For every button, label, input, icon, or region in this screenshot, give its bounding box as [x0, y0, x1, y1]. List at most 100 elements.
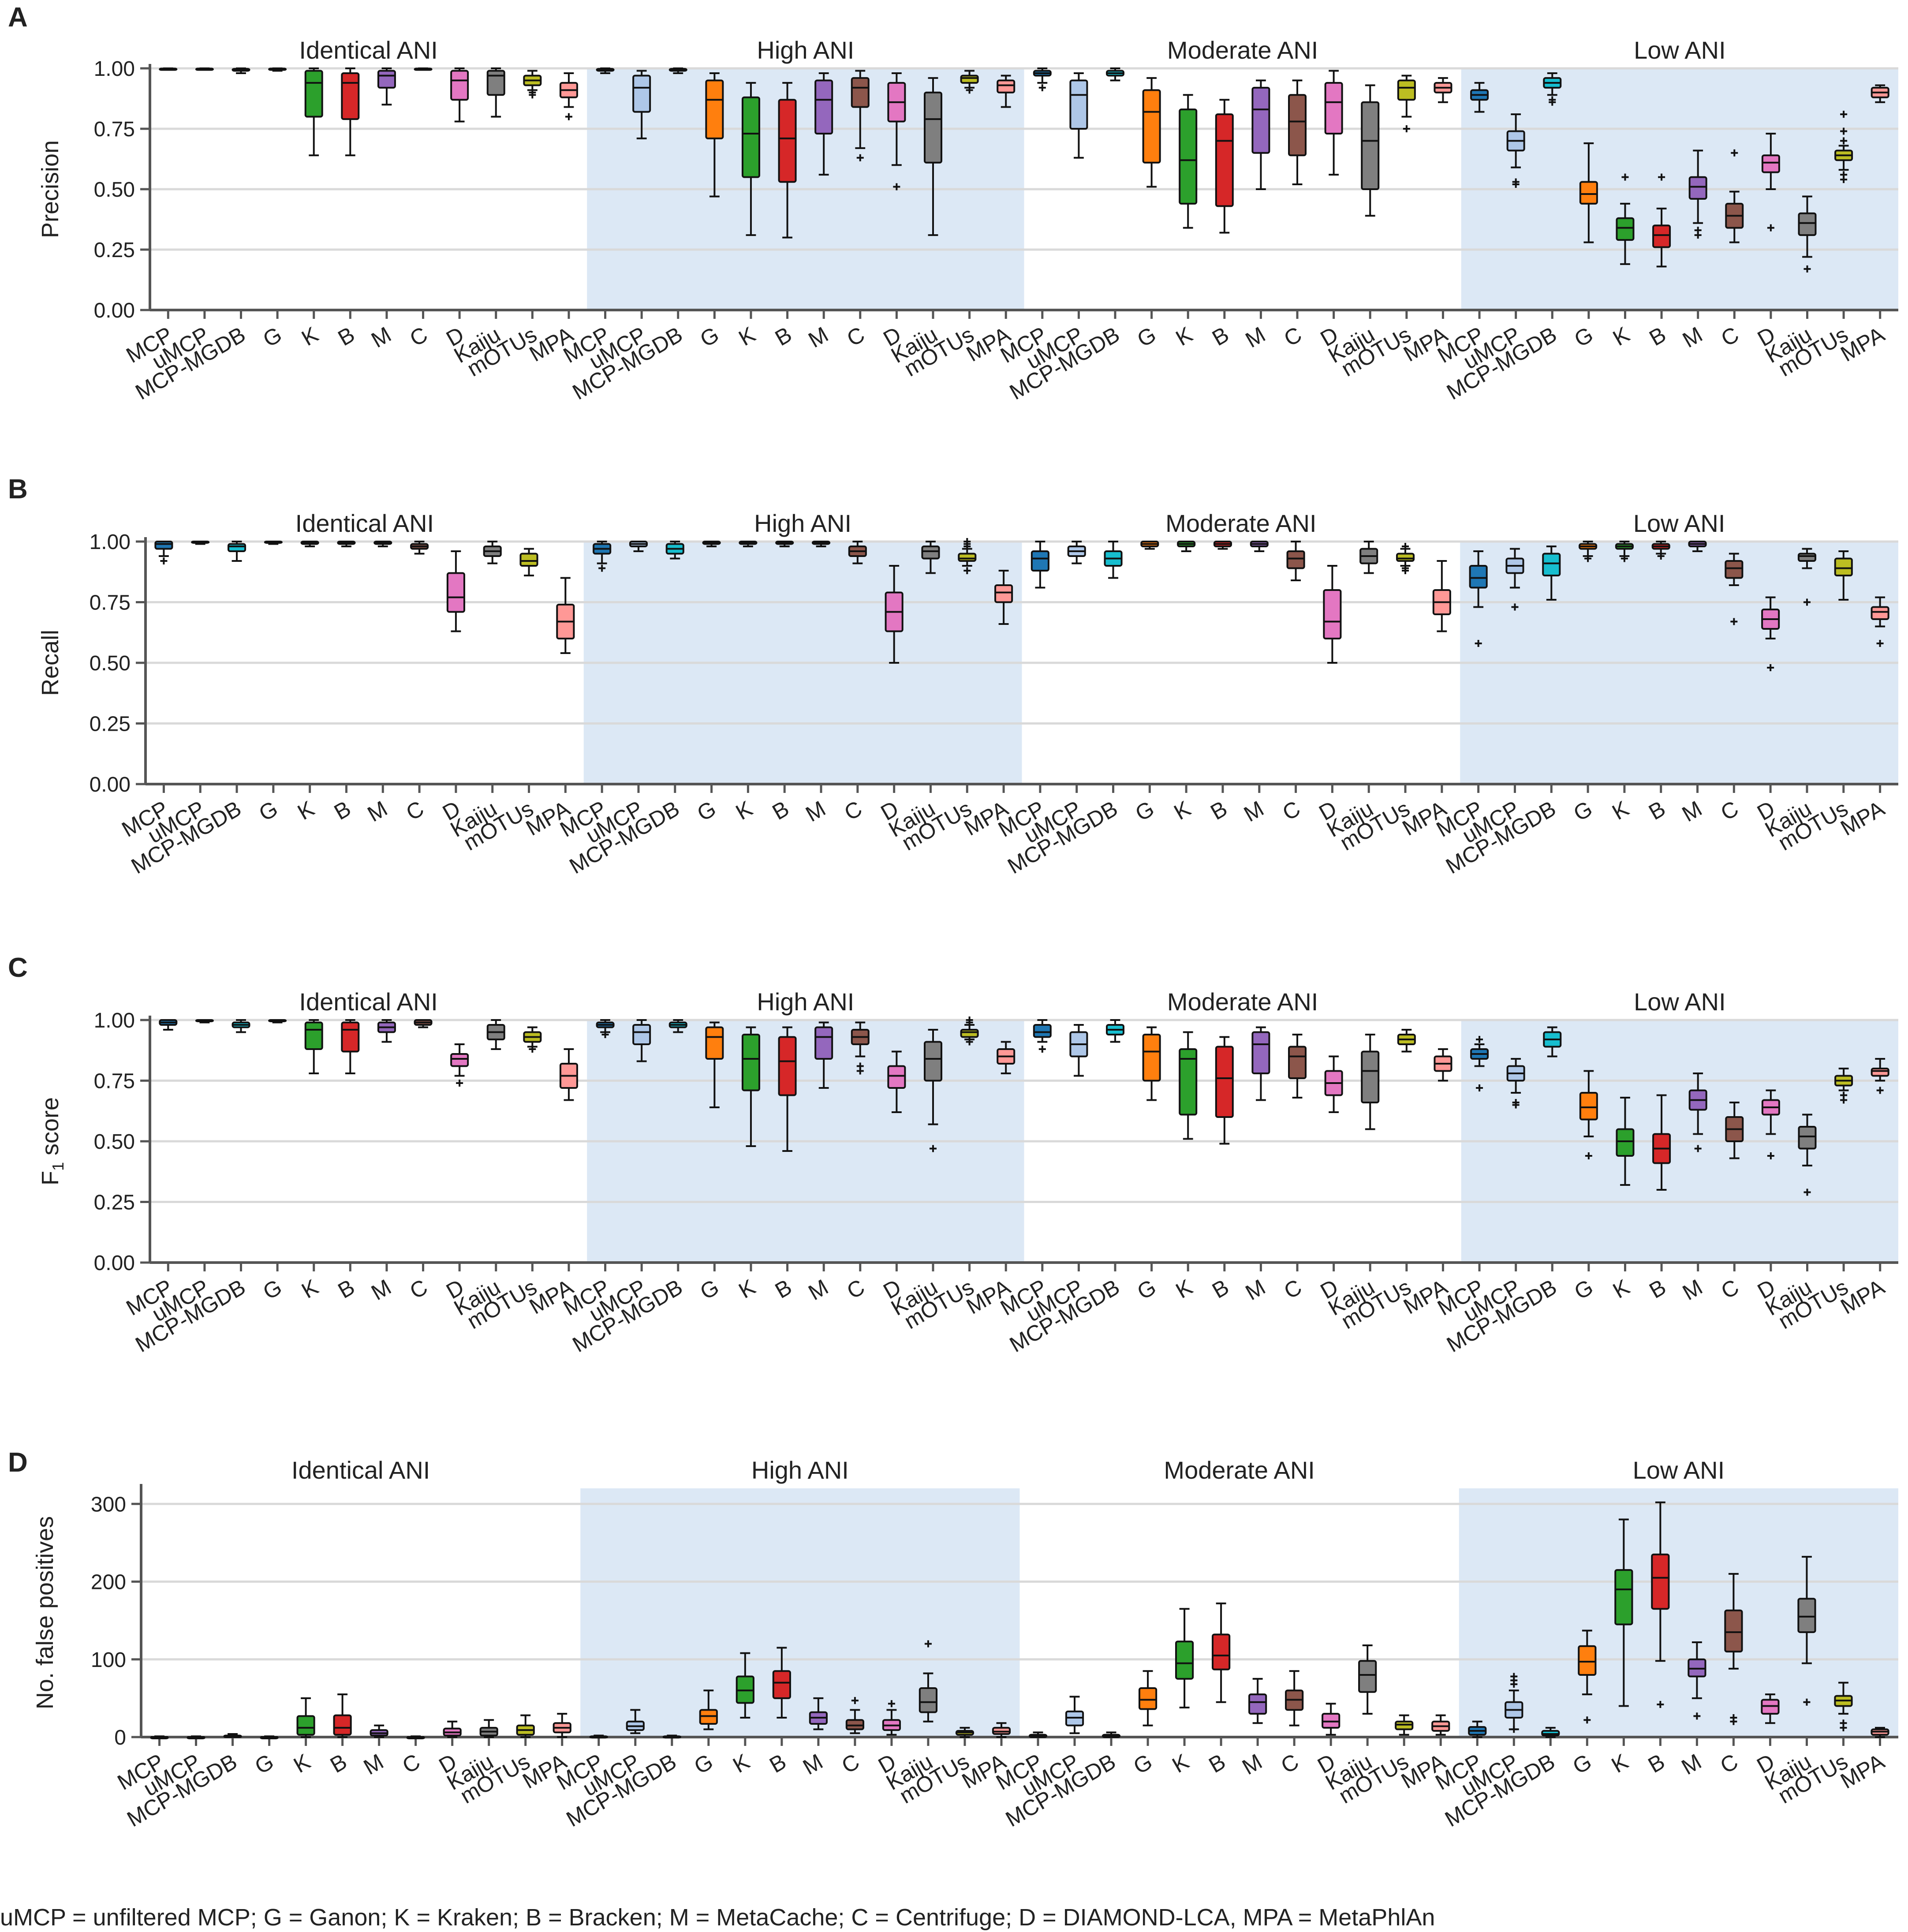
group-shade — [580, 1488, 1020, 1737]
x-tick-label: MPA — [1837, 322, 1889, 366]
box-MCP — [1033, 1024, 1052, 1038]
box-D — [887, 1065, 906, 1089]
outlier-marker — [1583, 1716, 1591, 1724]
box-Kaiju — [919, 1687, 938, 1713]
outlier-marker — [1876, 1087, 1884, 1094]
x-tick-label: C — [840, 796, 866, 826]
outlier-marker — [1038, 84, 1046, 91]
x-tick-label: B — [765, 1749, 790, 1778]
group-title: Identical ANI — [291, 1456, 430, 1484]
box-B — [1212, 1633, 1231, 1670]
x-tick-label: G — [1131, 796, 1158, 826]
box-K — [304, 1021, 323, 1050]
outlier-marker — [1693, 1712, 1701, 1720]
x-tick-label: M — [359, 1749, 388, 1779]
box-G — [705, 1026, 724, 1060]
x-tick-label: B — [1208, 322, 1233, 351]
x-tick-label: G — [1568, 1749, 1596, 1779]
x-tick-label: K — [289, 1749, 314, 1778]
outlier-marker — [1803, 598, 1811, 606]
outlier-marker — [1767, 224, 1774, 232]
outlier-marker — [1840, 137, 1848, 145]
x-tick-label: C — [1717, 796, 1743, 826]
outlier-marker — [966, 86, 973, 94]
x-tick-label: G — [690, 1749, 717, 1779]
x-tick-label: G — [696, 322, 723, 352]
box-K — [1614, 1569, 1633, 1626]
outlier-marker — [1694, 227, 1702, 234]
panel-letter: B — [8, 474, 28, 504]
outlier-marker — [1476, 1084, 1483, 1091]
group-title: High ANI — [754, 509, 851, 537]
x-tick-label: B — [771, 1274, 796, 1303]
figure-caption: uMCP = unfiltered MCP; G = Ganon; K = Kr… — [0, 1904, 1435, 1931]
x-tick-label: M — [363, 796, 392, 826]
outlier-marker — [1475, 640, 1482, 647]
x-tick-label: C — [1717, 1274, 1743, 1304]
y-axis-label: F1 score — [37, 1097, 67, 1185]
box-D — [450, 1053, 469, 1067]
panel-D: D 0 100 200 300 No. false positives Identical … — [8, 1447, 1898, 1831]
x-tick-label: G — [259, 322, 286, 352]
box-MPA — [997, 79, 1016, 93]
group-title: Low ANI — [1634, 36, 1726, 64]
box-mOTUs — [958, 553, 977, 562]
box-C — [1288, 94, 1307, 157]
y-axis-label: Precision — [37, 140, 63, 238]
y-tick-label: 0.00 — [90, 773, 131, 796]
outlier-marker — [1038, 1046, 1046, 1053]
box-G — [1579, 181, 1598, 205]
outlier-marker — [1621, 173, 1629, 181]
x-tick-label: MPA — [1836, 1749, 1889, 1794]
x-tick-label: C — [406, 322, 432, 351]
group-title: Moderate ANI — [1164, 1456, 1314, 1484]
x-tick-label: M — [1238, 1749, 1266, 1779]
outlier-marker — [529, 89, 536, 96]
panel-letter: A — [8, 2, 28, 33]
outlier-marker — [1840, 176, 1848, 183]
outlier-marker — [963, 538, 971, 545]
x-tick-label: M — [804, 1274, 833, 1305]
outlier-marker — [1658, 173, 1665, 181]
outlier-marker — [1767, 664, 1774, 671]
box-G — [1142, 89, 1161, 164]
outlier-marker — [1549, 98, 1556, 106]
outlier-marker — [1512, 1101, 1520, 1109]
x-tick-label: G — [250, 1749, 278, 1779]
x-tick-label: M — [1240, 796, 1268, 826]
outlier-marker — [1403, 125, 1410, 132]
box-MCP-MGDB — [1542, 553, 1561, 576]
x-tick-label: K — [735, 322, 760, 351]
box-B — [778, 99, 797, 183]
y-tick-label: 0.75 — [90, 591, 131, 615]
group-title: Identical ANI — [299, 988, 437, 1016]
box-K — [1179, 1048, 1198, 1116]
box-M — [1251, 1031, 1270, 1074]
x-tick-label: M — [1677, 1749, 1706, 1779]
x-tick-label: B — [1644, 1749, 1669, 1778]
box-Kaiju — [1358, 1660, 1377, 1693]
box-C — [1724, 1609, 1743, 1653]
box-K — [1175, 1641, 1194, 1680]
box-G — [705, 79, 724, 139]
x-tick-label: B — [1205, 1749, 1230, 1778]
group-title: High ANI — [757, 988, 854, 1016]
x-tick-label: M — [801, 796, 829, 826]
panel-C: C 0.00 0.25 0.50 0.75 1.00 F1 score Identical A… — [8, 953, 1898, 1357]
box-K — [1616, 217, 1635, 241]
x-tick-label: M — [1241, 1274, 1270, 1305]
box-G — [1142, 1034, 1161, 1082]
box-D — [1324, 82, 1343, 135]
box-K — [1616, 1128, 1635, 1157]
x-tick-label: B — [326, 1749, 351, 1778]
box-G — [1578, 1645, 1597, 1676]
box-D — [446, 572, 465, 613]
box-M — [814, 1026, 833, 1060]
x-tick-label: K — [297, 322, 322, 351]
box-B — [1215, 113, 1234, 207]
box-B — [333, 1714, 352, 1736]
x-tick-label: C — [843, 1274, 869, 1304]
x-tick-label: B — [1645, 322, 1670, 351]
y-tick-label: 200 — [91, 1571, 126, 1594]
box-K — [296, 1715, 315, 1736]
